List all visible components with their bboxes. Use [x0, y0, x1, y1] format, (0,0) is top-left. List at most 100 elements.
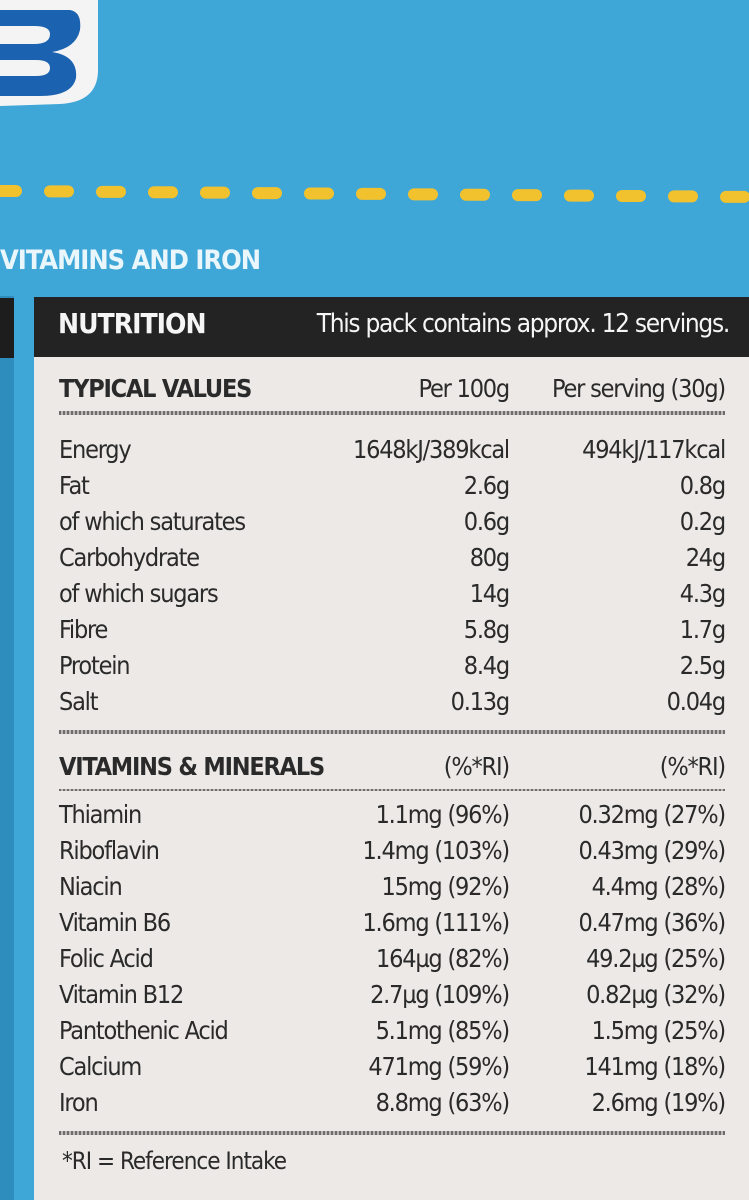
dash-segment [460, 188, 490, 201]
nutrient-name: of which sugars [59, 579, 219, 608]
dash-segment [96, 185, 126, 198]
value-per-100g: 8.8mg (63%) [375, 1088, 511, 1117]
value-per-100g: 15mg (92%) [381, 872, 511, 901]
nutrient-row: Vitamin B12 2.7µg (109%) 0.82µg (32%) [34, 977, 749, 1013]
value-per-serving: 1.7g [679, 615, 726, 644]
dashed-divider [0, 185, 749, 203]
vitamins-header: VITAMINS & MINERALS (%*RI) (%*RI) [34, 749, 749, 785]
value-per-serving: 494kJ/117kcal [582, 435, 726, 464]
dash-segment [512, 189, 542, 202]
value-per-serving: 4.4mg (28%) [591, 872, 727, 901]
dash-segment [304, 187, 334, 200]
nutrient-name: Thiamin [59, 800, 142, 829]
value-per-serving: 0.32mg (27%) [578, 800, 726, 829]
nutrient-row: Calcium 471mg (59%) 141mg (18%) [34, 1049, 749, 1085]
nutrient-name: Fat [59, 471, 90, 500]
dash-segment [252, 187, 282, 200]
value-per-serving: 0.8g [679, 471, 726, 500]
nutrient-name: Fibre [59, 615, 108, 644]
dash-segment [44, 185, 74, 198]
value-per-serving: 2.6mg (19%) [591, 1088, 727, 1117]
dash-segment [668, 190, 698, 203]
value-per-serving: 4.3g [679, 579, 726, 608]
nutrient-row: Energy 1648kJ/389kcal 494kJ/117kcal [34, 432, 749, 468]
nutrient-name: Niacin [59, 872, 123, 901]
section-rule [59, 730, 725, 734]
value-per-100g: 1.4mg (103%) [362, 836, 510, 865]
value-per-serving: 0.2g [679, 507, 726, 536]
section-rule [59, 789, 725, 791]
nutrient-row: of which sugars 14g 4.3g [34, 576, 749, 612]
nutrient-row: Thiamin 1.1mg (96%) 0.32mg (27%) [34, 797, 749, 833]
value-per-serving: 0.43mg (29%) [578, 836, 726, 865]
nutrient-row: Niacin 15mg (92%) 4.4mg (28%) [34, 869, 749, 905]
brand-logo-fragment [0, 0, 98, 106]
nutrient-name: Calcium [59, 1052, 142, 1081]
vitamins-heading: VITAMINS & MINERALS [59, 752, 325, 781]
value-per-serving: 2.5g [679, 651, 726, 680]
per-100g-heading: Per 100g [418, 374, 511, 403]
nutrient-row: Fat 2.6g 0.8g [34, 468, 749, 504]
vitamins-ri-heading-100g: (%*RI) [443, 752, 510, 781]
value-per-100g: 0.13g [450, 687, 511, 716]
nutrient-name: Salt [59, 687, 99, 716]
section-rule [59, 1131, 725, 1135]
dash-segment [148, 186, 178, 199]
value-per-100g: 5.1mg (85%) [375, 1016, 511, 1045]
typical-values-header: TYPICAL VALUES Per 100g Per serving (30g… [34, 371, 749, 407]
value-per-100g: 2.7µg (109%) [370, 980, 510, 1009]
servings-note: This pack contains approx. 12 servings. [316, 309, 731, 339]
nutrition-title: NUTRITION [58, 307, 207, 340]
nutrient-row: Pantothenic Acid 5.1mg (85%) 1.5mg (25%) [34, 1013, 749, 1049]
value-per-100g: 0.6g [463, 507, 510, 536]
value-per-100g: 2.6g [463, 471, 510, 500]
nutrient-name: Protein [59, 651, 131, 680]
value-per-100g: 80g [469, 543, 511, 572]
nutrient-row: Salt 0.13g 0.04g [34, 684, 749, 720]
nutrient-name: Riboflavin [59, 836, 160, 865]
reference-intake-footnote: *RI = Reference Intake [62, 1147, 287, 1175]
nutrient-name: Energy [59, 435, 132, 464]
nutrient-name: Vitamin B6 [59, 908, 171, 937]
value-per-100g: 1648kJ/389kcal [352, 435, 510, 464]
vitamins-ri-heading-serving: (%*RI) [659, 752, 726, 781]
section-rule [59, 411, 725, 415]
nutrient-row: Carbohydrate 80g 24g [34, 540, 749, 576]
nutrient-name: Pantothenic Acid [59, 1016, 229, 1045]
nutrient-name: Vitamin B12 [59, 980, 184, 1009]
value-per-100g: 471mg (59%) [368, 1052, 510, 1081]
value-per-100g: 8.4g [463, 651, 510, 680]
nutrient-name: of which saturates [59, 507, 246, 536]
value-per-serving: 0.82µg (32%) [586, 980, 726, 1009]
nutrient-name: Iron [59, 1088, 99, 1117]
nutrient-name: Carbohydrate [59, 543, 200, 572]
vitamins-iron-caption: VITAMINS AND IRON [0, 245, 261, 276]
left-panel-header-edge [0, 298, 14, 358]
nutrient-row: Protein 8.4g 2.5g [34, 648, 749, 684]
dash-segment [0, 185, 22, 197]
dash-segment [616, 189, 646, 202]
dash-segment [356, 187, 386, 200]
value-per-100g: 1.1mg (96%) [375, 800, 511, 829]
nutrition-panel: NUTRITION This pack contains approx. 12 … [34, 297, 749, 1200]
nutrient-row: Vitamin B6 1.6mg (111%) 0.47mg (36%) [34, 905, 749, 941]
per-serving-heading: Per serving (30g) [552, 374, 726, 403]
value-per-serving: 141mg (18%) [584, 1052, 726, 1081]
nutrient-name: Folic Acid [59, 944, 154, 973]
nutrient-row: of which saturates 0.6g 0.2g [34, 504, 749, 540]
value-per-100g: 5.8g [463, 615, 510, 644]
typical-values-heading: TYPICAL VALUES [59, 374, 252, 403]
value-per-100g: 1.6mg (111%) [362, 908, 510, 937]
nutrition-header: NUTRITION This pack contains approx. 12 … [34, 297, 749, 357]
value-per-serving: 24g [685, 543, 727, 572]
value-per-100g: 164µg (82%) [376, 944, 510, 973]
dash-segment [408, 188, 438, 201]
nutrient-row: Folic Acid 164µg (82%) 49.2µg (25%) [34, 941, 749, 977]
value-per-100g: 14g [469, 579, 511, 608]
nutrient-row: Iron 8.8mg (63%) 2.6mg (19%) [34, 1085, 749, 1121]
value-per-serving: 0.04g [666, 687, 727, 716]
dash-segment [720, 190, 749, 203]
dash-segment [564, 189, 594, 202]
dash-segment [200, 186, 230, 199]
value-per-serving: 0.47mg (36%) [578, 908, 726, 937]
